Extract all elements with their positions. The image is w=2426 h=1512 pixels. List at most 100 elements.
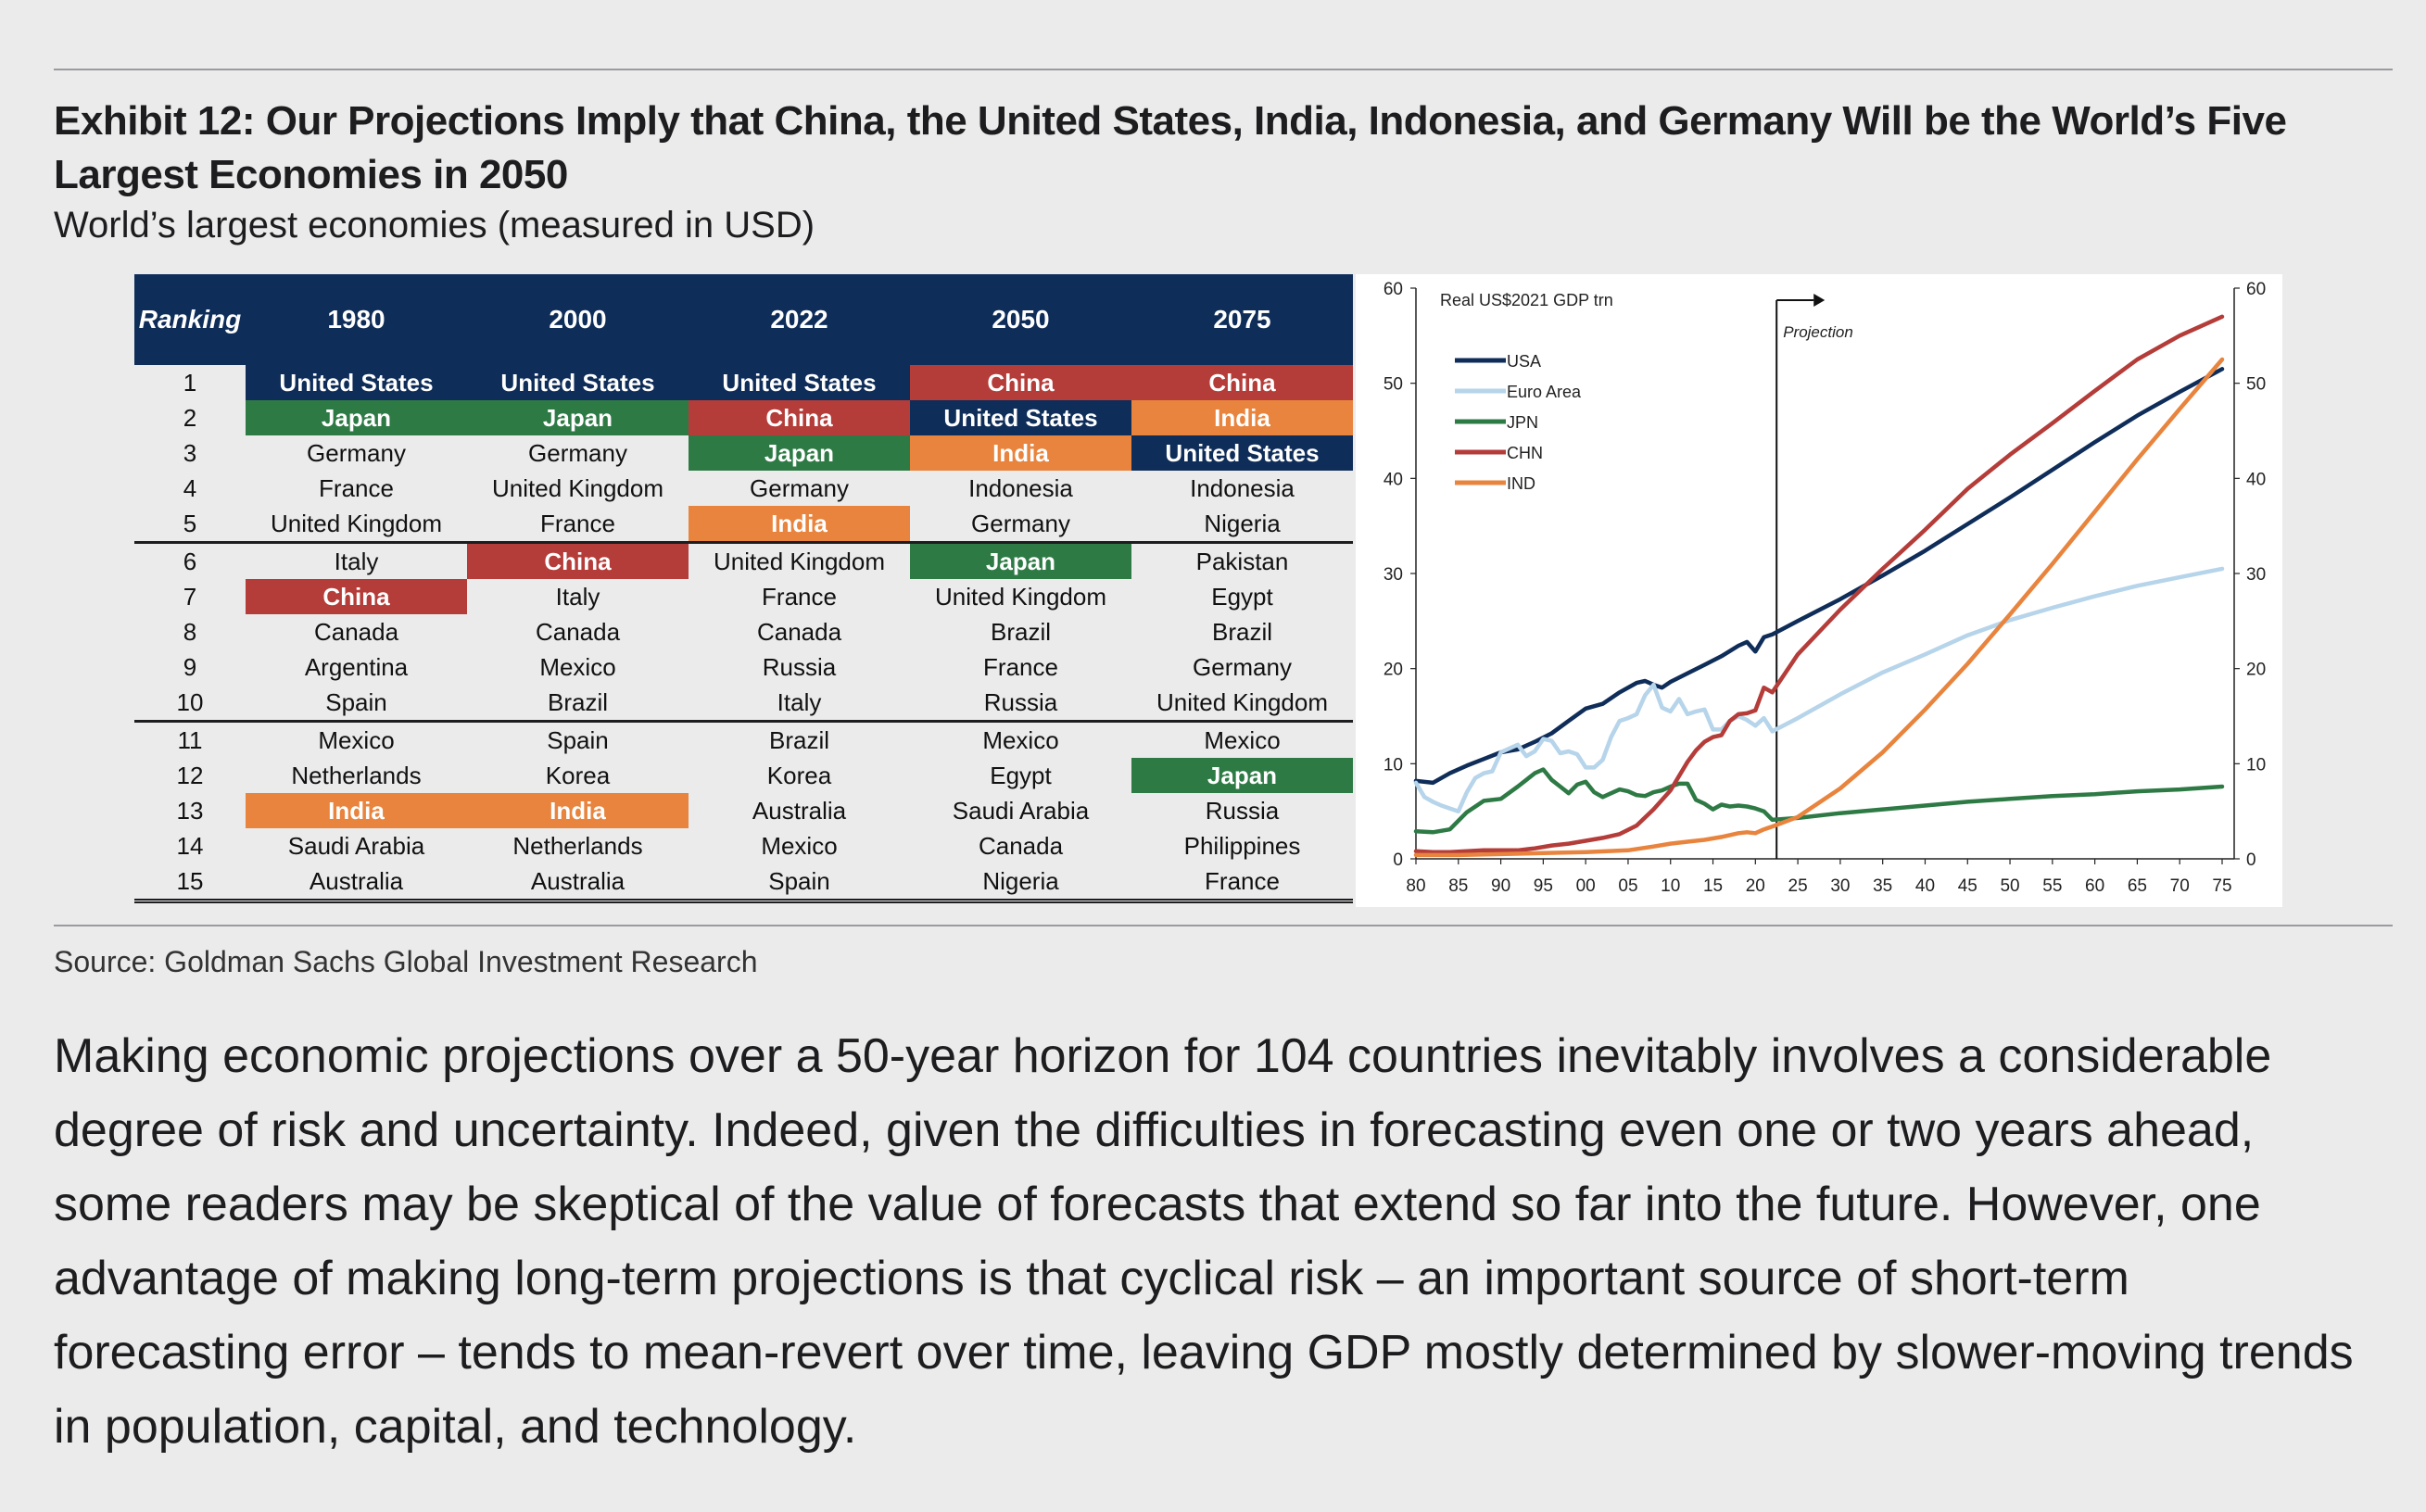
country-cell: Japan: [246, 400, 467, 435]
country-cell: France: [1131, 863, 1353, 903]
country-cell: Spain: [689, 863, 910, 903]
country-cell: China: [689, 400, 910, 435]
header-year: 2050: [910, 274, 1131, 365]
x-tick-label: 15: [1703, 876, 1723, 896]
y-tick-label-left: 20: [1384, 661, 1403, 680]
table-row: 14 Saudi Arabia Netherlands Mexico Canada Phi…: [134, 828, 1353, 863]
country-cell: France: [319, 474, 394, 502]
country-cell: Canada: [978, 832, 1064, 860]
country-cell: United States: [246, 365, 467, 400]
table-row: 15 Australia Australia Spain Nigeria France: [134, 863, 1353, 903]
series-line-ind: [1413, 357, 2225, 858]
table-row: 9 Argentina Mexico Russia France Germany: [134, 649, 1353, 685]
country-cell: Russia: [910, 685, 1131, 723]
x-tick-label: 00: [1576, 876, 1596, 896]
table-row: 1 United States United States United States…: [134, 365, 1353, 400]
country-cell: Brazil: [768, 726, 829, 754]
projection-label: Projection: [1783, 323, 1853, 341]
legend-label: Euro Area: [1507, 383, 1582, 401]
body-paragraph: Making economic projections over a 50-ye…: [54, 1029, 2354, 1454]
country-cell: Australia: [246, 863, 467, 903]
country-cell: Indonesia: [968, 474, 1073, 502]
rank-number: 15: [134, 863, 246, 903]
country-cell: United Kingdom: [714, 548, 885, 575]
series-line-usa: [1413, 367, 2225, 786]
country-cell: Germany: [910, 506, 1131, 544]
country-cell: Japan: [910, 542, 1131, 579]
country-cell: Pakistan: [1195, 548, 1289, 575]
country-cell: Russia: [1205, 797, 1280, 825]
y-tick-label-left: 60: [1384, 280, 1403, 299]
header-year: 1980: [246, 274, 467, 365]
x-tick-label: 10: [1661, 876, 1680, 896]
country-cell: Italy: [555, 583, 600, 611]
x-tick-label: 35: [1873, 876, 1892, 896]
country-cell: United States: [467, 365, 689, 400]
table-row: 10 Spain Brazil Italy Russia United Kingdom: [134, 685, 1353, 723]
country-cell: Korea: [545, 762, 611, 789]
country-cell: Canada: [313, 618, 399, 646]
legend-label: IND: [1507, 474, 1535, 493]
country-cell: Korea: [766, 762, 832, 789]
country-cell: United States: [689, 365, 910, 400]
country-cell: Argentina: [304, 653, 409, 681]
header-year: 2000: [467, 274, 689, 365]
top-rule: [54, 69, 2393, 70]
rank-number: 11: [177, 726, 203, 754]
table-row: 7 China Italy France United Kingdom Egypt: [134, 579, 1353, 614]
exhibit-subtitle: World’s largest economies (measured in U…: [54, 205, 815, 246]
country-cell: Mexico: [1204, 726, 1281, 754]
country-cell: Saudi Arabia: [287, 832, 425, 860]
country-cell: Brazil: [990, 618, 1051, 646]
country-cell: United Kingdom: [246, 506, 467, 544]
x-tick-label: 75: [2212, 876, 2231, 896]
country-cell: Egypt: [1211, 583, 1273, 611]
header-year: 2075: [1131, 274, 1353, 365]
country-cell: Saudi Arabia: [952, 797, 1090, 825]
series-line-jpn: [1413, 767, 2225, 835]
y-tick-label-right: 40: [2246, 470, 2266, 489]
country-cell: France: [762, 583, 837, 611]
table-row: 8 Canada Canada Canada Brazil Brazil: [134, 614, 1353, 649]
country-cell: Italy: [334, 548, 379, 575]
country-cell: Russia: [762, 653, 837, 681]
table-row: 4 France United Kingdom Germany Indonesia Ind…: [134, 471, 1353, 506]
country-cell: Nigeria: [910, 863, 1131, 903]
y-tick-label-right: 30: [2246, 565, 2266, 585]
country-cell: India: [689, 506, 910, 544]
exhibit-title: Exhibit 12: Our Projections Imply that C…: [54, 98, 2287, 197]
table-row: 6 Italy China United Kingdom Japan Pakistan: [134, 542, 1353, 579]
country-cell: Mexico: [318, 726, 395, 754]
x-tick-label: 45: [1958, 876, 1977, 896]
country-cell: Italy: [689, 685, 910, 723]
rank-number: 3: [183, 439, 197, 467]
country-cell: Egypt: [990, 762, 1052, 789]
country-cell: China: [246, 579, 467, 614]
x-tick-label: 50: [2000, 876, 2019, 896]
country-cell: Mexico: [761, 832, 838, 860]
x-tick-label: 30: [1830, 876, 1850, 896]
ranking-table: Ranking 1980 2000 2022 2050 2075 1 United Stat…: [134, 274, 1353, 903]
x-tick-label: 65: [2128, 876, 2147, 896]
country-cell: Germany: [528, 439, 627, 467]
x-tick-label: 95: [1534, 876, 1553, 896]
country-cell: Germany: [750, 474, 849, 502]
country-cell: Brazil: [467, 685, 689, 723]
country-cell: China: [1131, 365, 1353, 400]
gdp-line-chart: 0 0 10 10 20 20 30 30 40 40 50 50 60 60 80 85 90 95 00 05 10…: [1356, 274, 2282, 907]
country-cell: Mexico: [539, 653, 616, 681]
rank-number: 8: [183, 618, 197, 646]
rank-number: 7: [183, 583, 197, 611]
rank-number: 2: [183, 404, 197, 432]
country-cell: France: [467, 506, 689, 544]
country-cell: Brazil: [1211, 618, 1272, 646]
table-row: 3 Germany Germany Japan India United States: [134, 435, 1353, 471]
country-cell: India: [910, 435, 1131, 471]
country-cell: Canada: [756, 618, 842, 646]
x-tick-label: 90: [1491, 876, 1510, 896]
country-cell: Indonesia: [1190, 474, 1295, 502]
bottom-rule: [54, 925, 2393, 926]
y-tick-label-right: 50: [2246, 375, 2266, 395]
legend-label: JPN: [1507, 413, 1538, 432]
